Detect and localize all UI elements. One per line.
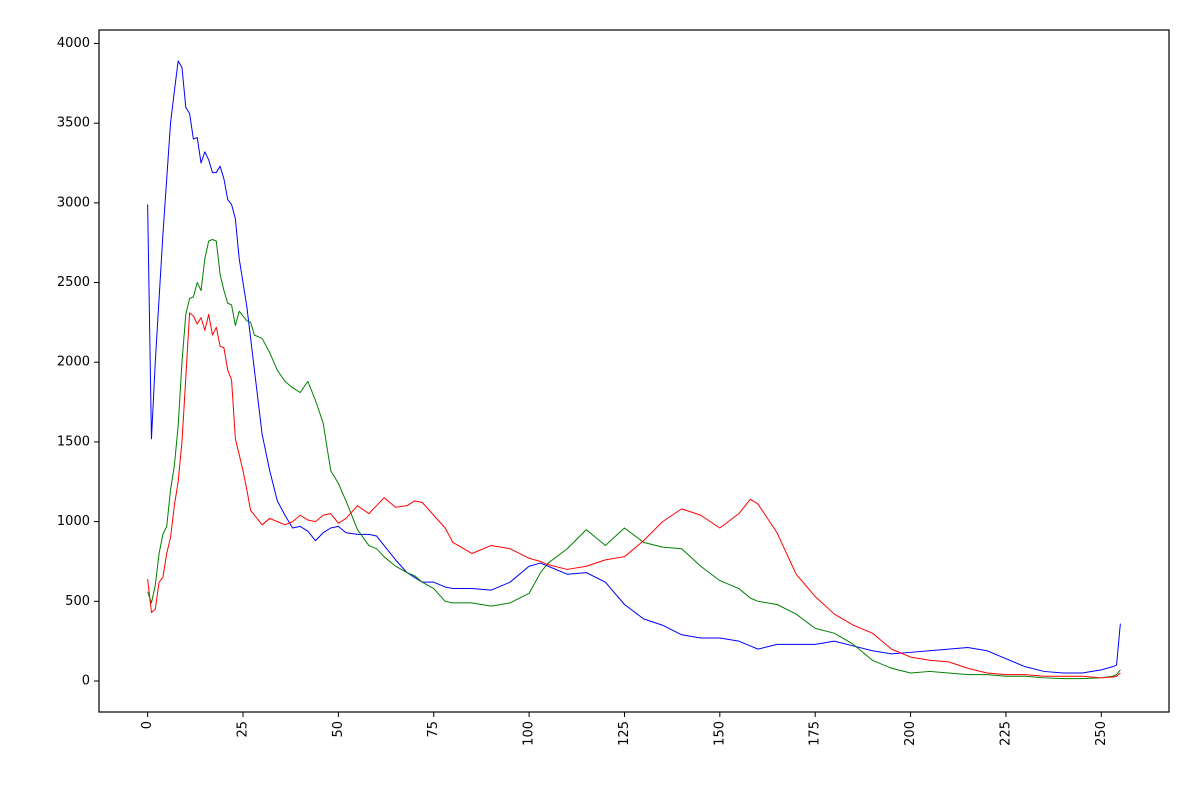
plot-frame — [98, 29, 1170, 713]
y-tick-label: 1000 — [57, 514, 90, 529]
y-tick-label: 1500 — [57, 434, 90, 449]
x-tick-label: 0 — [140, 721, 155, 729]
series-line — [147, 60, 1121, 674]
x-tick-label: 175 — [808, 721, 823, 746]
x-tick-label: 125 — [617, 721, 632, 746]
y-tick-label: 500 — [65, 594, 90, 609]
x-tick-label: 250 — [1094, 721, 1109, 746]
y-tick-label: 4000 — [57, 36, 90, 51]
y-tick-label: 3000 — [57, 195, 90, 210]
x-tick-label: 225 — [998, 721, 1013, 746]
y-tick-label: 0 — [82, 674, 90, 689]
x-tick-label: 150 — [712, 721, 727, 746]
x-tick-label: 75 — [426, 721, 441, 738]
x-tick-label: 25 — [236, 721, 251, 738]
y-tick-label: 2000 — [57, 355, 90, 370]
series-line — [147, 312, 1121, 679]
x-tick-label: 50 — [331, 721, 346, 738]
x-tick-label: 100 — [522, 721, 537, 746]
series-line — [147, 239, 1121, 680]
y-tick-label: 3500 — [57, 116, 90, 131]
x-tick-label: 200 — [903, 721, 918, 746]
y-tick-label: 2500 — [57, 275, 90, 290]
